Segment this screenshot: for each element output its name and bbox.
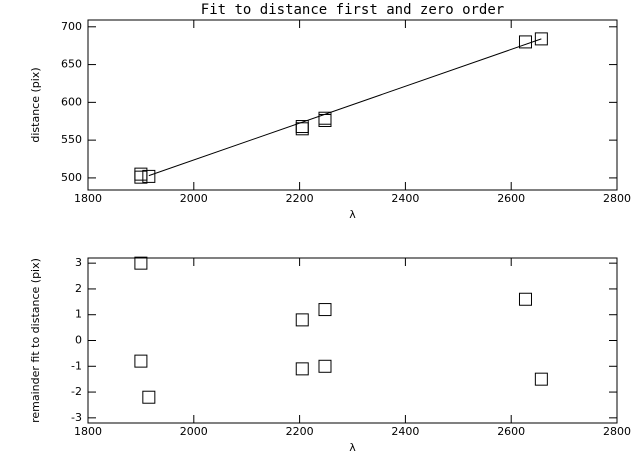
x-tick-label: 2600: [497, 425, 525, 438]
y-tick-label: 3: [75, 256, 82, 269]
point: [295, 313, 309, 327]
x-tick-label: 2000: [180, 192, 208, 205]
x-tick-label: 2600: [497, 192, 525, 205]
x-axis-label: λ: [349, 441, 356, 454]
y-tick-label: -2: [71, 385, 82, 398]
x-tick-label: 2800: [603, 192, 631, 205]
plot-frame: [87, 257, 618, 424]
x-tick-label: 2000: [180, 425, 208, 438]
y-tick-label: 500: [61, 171, 82, 184]
y-tick-label: 550: [61, 133, 82, 146]
x-axis-label: λ: [349, 208, 356, 221]
point: [518, 292, 532, 306]
y-tick-label: 600: [61, 95, 82, 108]
y-tick-label: 0: [75, 334, 82, 347]
y-axis-label: remainder fit to distance (pix): [29, 258, 42, 423]
chart-title: Fit to distance first and zero order: [201, 2, 504, 18]
point: [134, 170, 148, 184]
point: [142, 169, 156, 183]
y-tick-label: -3: [71, 411, 82, 424]
point: [534, 32, 548, 46]
point: [318, 359, 332, 373]
y-axis-label: distance (pix): [29, 67, 42, 142]
point: [295, 122, 309, 136]
x-tick-label: 2200: [286, 192, 314, 205]
point: [534, 372, 548, 386]
y-tick-label: 2: [75, 282, 82, 295]
y-tick-label: -1: [71, 359, 82, 372]
point: [318, 303, 332, 317]
x-tick-label: 1800: [74, 425, 102, 438]
point: [318, 113, 332, 127]
point: [134, 354, 148, 368]
point: [134, 256, 148, 270]
y-tick-label: 650: [61, 58, 82, 71]
fit-line: [148, 38, 542, 177]
x-tick-label: 2400: [391, 425, 419, 438]
x-tick-label: 1800: [74, 192, 102, 205]
plot-frame: [87, 19, 618, 191]
point: [518, 35, 532, 49]
point: [295, 362, 309, 376]
x-tick-label: 2800: [603, 425, 631, 438]
x-tick-label: 2200: [286, 425, 314, 438]
y-tick-label: 700: [61, 20, 82, 33]
x-tick-label: 2400: [391, 192, 419, 205]
y-tick-label: 1: [75, 308, 82, 321]
point: [142, 390, 156, 404]
